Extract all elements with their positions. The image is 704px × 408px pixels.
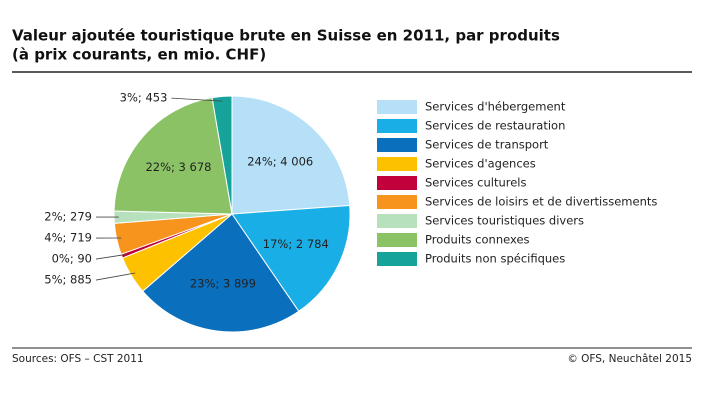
slice-label: 4%; 719 xyxy=(44,231,92,245)
legend-swatch xyxy=(377,100,417,114)
legend-label: Services de restauration xyxy=(425,119,565,133)
leader-line xyxy=(171,97,223,102)
slice-label: 23%; 3 899 xyxy=(190,277,256,291)
legend-swatch xyxy=(377,195,417,209)
pie-slice xyxy=(211,95,233,215)
legend-swatch xyxy=(377,138,417,152)
legend-swatch xyxy=(377,176,417,190)
chart-title: Valeur ajoutée touristique brute en Suis… xyxy=(12,27,560,45)
legend-label: Services touristiques divers xyxy=(425,214,584,228)
legend-swatch xyxy=(377,214,417,228)
legend-swatch xyxy=(377,233,417,247)
legend-swatch xyxy=(377,252,417,266)
legend-label: Services culturels xyxy=(425,176,527,190)
pie-slice xyxy=(231,204,351,313)
legend-label: Produits connexes xyxy=(425,233,530,247)
slice-label: 22%; 3 678 xyxy=(145,160,211,174)
slice-label: 0%; 90 xyxy=(52,252,92,266)
legend-label: Produits non spécifiques xyxy=(425,252,565,266)
slice-label: 5%; 885 xyxy=(44,273,92,287)
chart-subtitle: (à prix courants, en mio. CHF) xyxy=(12,46,266,64)
leader-line xyxy=(95,254,127,260)
slice-label: 2%; 279 xyxy=(44,210,92,224)
source: Sources: OFS – CST 2011 xyxy=(12,353,144,365)
legend-label: Services de transport xyxy=(425,138,549,152)
pie-slice xyxy=(142,213,300,333)
slice-label: 17%; 2 784 xyxy=(263,237,329,251)
legend-label: Services d'agences xyxy=(425,157,536,171)
slice-label: 3%; 453 xyxy=(120,91,168,105)
pie-slice xyxy=(231,95,351,215)
legend-swatch xyxy=(377,157,417,171)
copyright: © OFS, Neuchâtel 2015 xyxy=(567,353,692,365)
legend-label: Services de loisirs et de divertissement… xyxy=(425,195,657,209)
legend-label: Services d'hébergement xyxy=(425,100,566,114)
slice-label: 24%; 4 006 xyxy=(247,155,313,169)
leader-line xyxy=(95,272,136,281)
pie-slice xyxy=(113,97,233,215)
legend-swatch xyxy=(377,119,417,133)
